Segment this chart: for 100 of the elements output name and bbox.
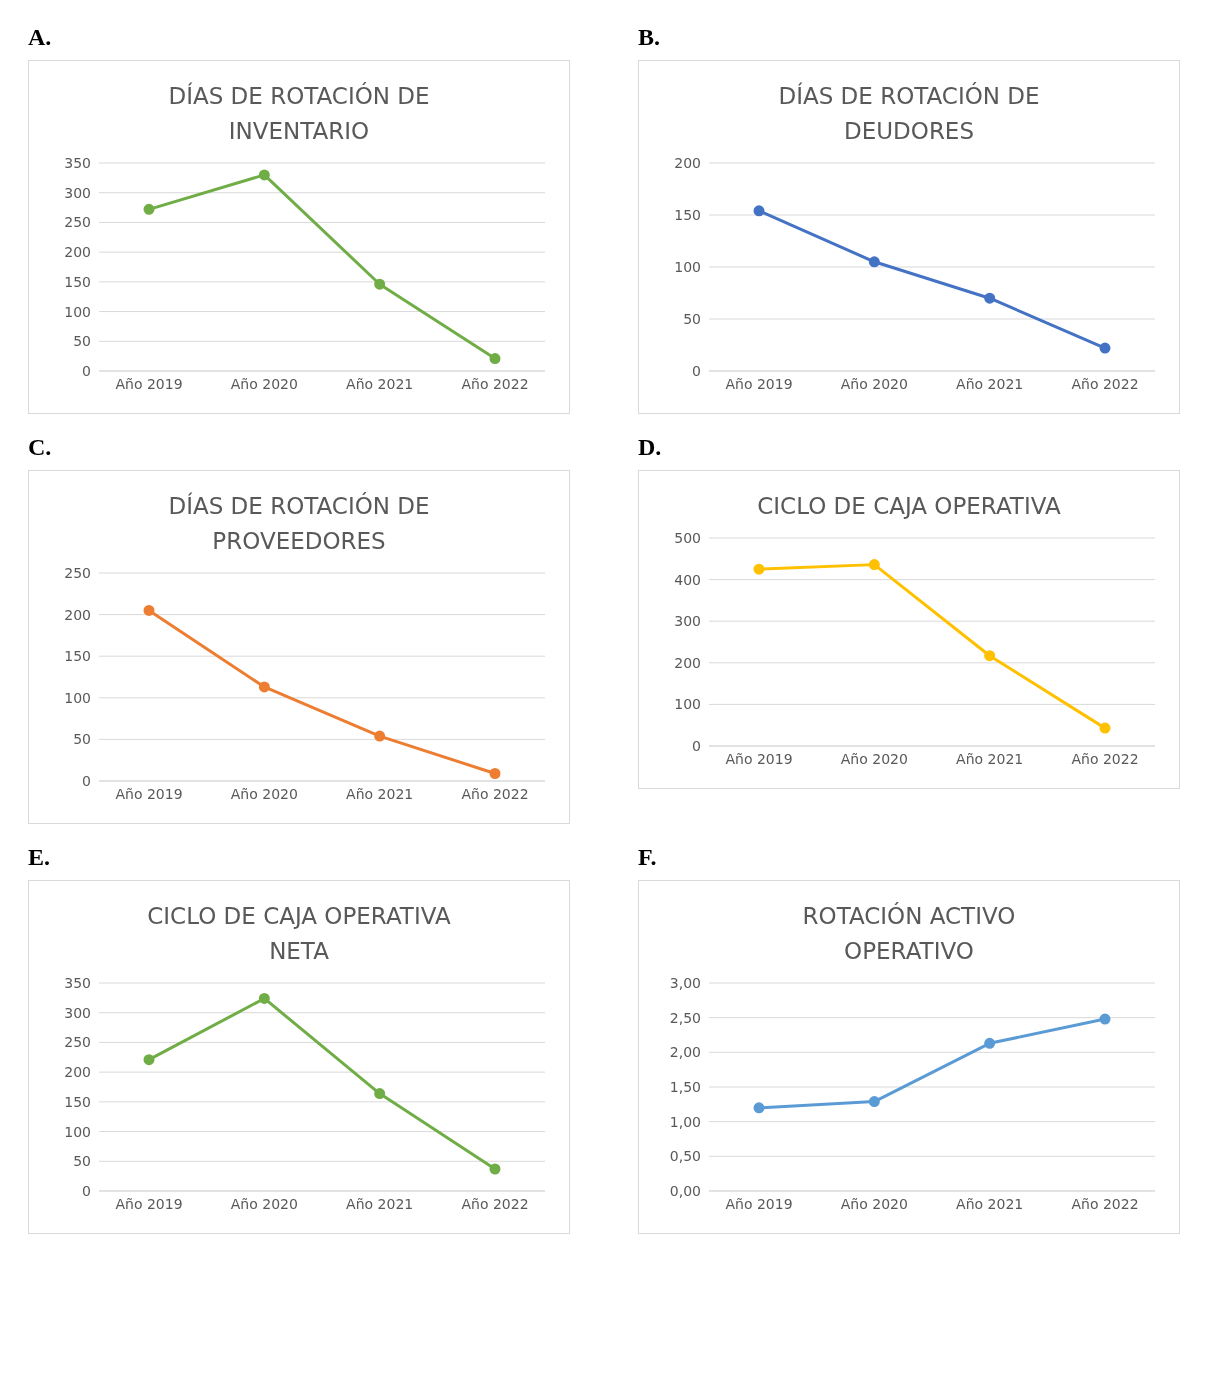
y-tick-label: 100 — [64, 1123, 91, 1140]
y-tick-label: 200 — [64, 1064, 91, 1081]
text: B. — [638, 23, 661, 52]
point — [1099, 1013, 1111, 1025]
point — [753, 205, 765, 217]
x-tick-label: Año 2021 — [346, 375, 414, 392]
y-tick-label: 350 — [64, 154, 91, 171]
chart-title: ROTACIÓN ACTIVO OPERATIVO — [801, 901, 1017, 966]
point — [489, 1163, 501, 1175]
y-tick-label: 200 — [674, 654, 701, 671]
y-tick-label: 0 — [692, 362, 701, 379]
y-tick-label: 50 — [683, 310, 701, 327]
point — [143, 203, 155, 215]
x-tick-label: Año 2020 — [230, 375, 298, 392]
y-tick-label: 150 — [64, 1093, 91, 1110]
x-tick-label: Año 2019 — [725, 375, 793, 392]
point — [258, 169, 270, 181]
chart-title: CICLO DE CAJA OPERATIVA — [756, 492, 1062, 521]
y-tick-label: 150 — [674, 206, 701, 223]
x-tick-label: Año 2022 — [1071, 375, 1139, 392]
x-tick-label: Año 2019 — [725, 1195, 793, 1212]
point — [258, 992, 270, 1004]
x-tick-label: Año 2022 — [461, 375, 529, 392]
chart-title: DÍAS DE ROTACIÓN DE INVENTARIO — [167, 81, 431, 146]
x-tick-label: Año 2022 — [1071, 1195, 1139, 1212]
y-tick-label: 100 — [674, 258, 701, 275]
y-tick-label: 2,00 — [669, 1044, 701, 1061]
text: C. — [28, 433, 53, 462]
chart-title: DÍAS DE ROTACIÓN DE DEUDORES — [777, 81, 1041, 146]
x-tick-label: Año 2021 — [346, 1195, 414, 1212]
x-tick-label: Año 2020 — [230, 785, 298, 802]
chart-title: CICLO DE CAJA OPERATIVA NETA — [146, 902, 452, 966]
y-tick-label: 400 — [674, 571, 701, 588]
point — [489, 768, 501, 780]
point — [753, 1102, 765, 1114]
text: F. — [638, 843, 658, 872]
y-tick-label: 150 — [64, 273, 91, 290]
point — [868, 559, 880, 571]
point — [374, 278, 386, 290]
y-tick-label: 250 — [64, 1034, 91, 1051]
y-tick-label: 0 — [82, 1182, 91, 1199]
y-tick-label: 3,00 — [669, 974, 701, 991]
x-tick-label: Año 2022 — [1071, 750, 1139, 767]
point — [753, 563, 765, 575]
x-tick-label: Año 2021 — [956, 375, 1024, 392]
point — [868, 1096, 880, 1108]
x-tick-label: Año 2020 — [840, 1195, 908, 1212]
y-tick-label: 300 — [64, 1004, 91, 1021]
chart-title: DÍAS DE ROTACIÓN DE PROVEEDORES — [167, 491, 431, 556]
point — [984, 650, 996, 662]
point — [258, 681, 270, 693]
x-tick-label: Año 2019 — [115, 1195, 183, 1212]
y-tick-label: 250 — [64, 214, 91, 231]
y-tick-label: 50 — [73, 1153, 91, 1170]
point — [868, 256, 880, 268]
point — [143, 604, 155, 616]
point — [1099, 722, 1111, 734]
x-tick-label: Año 2022 — [461, 785, 529, 802]
y-tick-label: 2,50 — [669, 1009, 701, 1026]
y-tick-label: 0,50 — [669, 1148, 701, 1165]
point — [374, 1088, 386, 1100]
point — [374, 730, 386, 742]
y-tick-label: 1,00 — [669, 1113, 701, 1130]
y-tick-label: 0 — [692, 737, 701, 754]
x-tick-label: Año 2019 — [115, 785, 183, 802]
x-tick-label: Año 2020 — [230, 1195, 298, 1212]
y-tick-label: 0 — [82, 362, 91, 379]
x-tick-label: Año 2019 — [115, 375, 183, 392]
y-tick-label: 0 — [82, 772, 91, 789]
y-tick-label: 100 — [64, 689, 91, 706]
y-tick-label: 1,50 — [669, 1078, 701, 1095]
y-tick-label: 50 — [73, 333, 91, 350]
y-tick-label: 200 — [64, 606, 91, 623]
text: E. — [28, 843, 51, 872]
point — [984, 1037, 996, 1049]
x-tick-label: Año 2021 — [956, 1195, 1024, 1212]
point — [489, 353, 501, 365]
x-tick-label: Año 2022 — [461, 1195, 529, 1212]
y-tick-label: 200 — [64, 244, 91, 261]
point — [984, 292, 996, 304]
y-tick-label: 200 — [674, 154, 701, 171]
y-tick-label: 50 — [73, 731, 91, 748]
y-tick-label: 250 — [64, 564, 91, 581]
y-tick-label: 500 — [674, 529, 701, 546]
y-tick-label: 100 — [674, 696, 701, 713]
x-tick-label: Año 2021 — [956, 750, 1024, 767]
point — [1099, 342, 1111, 354]
y-tick-label: 350 — [64, 974, 91, 991]
y-tick-label: 300 — [64, 184, 91, 201]
x-tick-label: Año 2020 — [840, 375, 908, 392]
y-tick-label: 100 — [64, 303, 91, 320]
point — [143, 1054, 155, 1066]
x-tick-label: Año 2020 — [840, 750, 908, 767]
text: D. — [638, 433, 663, 462]
text: A. — [28, 23, 53, 52]
y-tick-label: 150 — [64, 648, 91, 665]
y-tick-label: 300 — [674, 613, 701, 630]
y-tick-label: 0,00 — [669, 1182, 701, 1199]
x-tick-label: Año 2019 — [725, 750, 793, 767]
x-tick-label: Año 2021 — [346, 785, 414, 802]
